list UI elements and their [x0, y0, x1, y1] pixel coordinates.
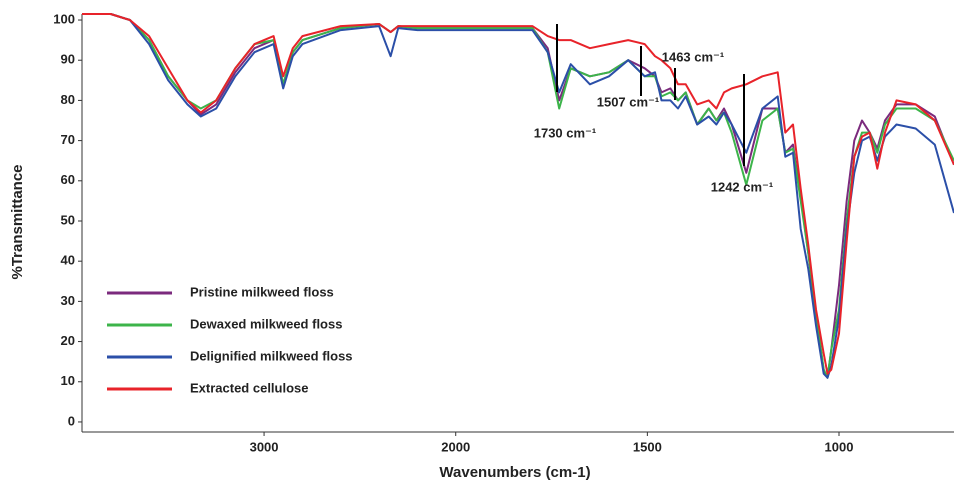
annotation-label: 1463 cm⁻¹	[662, 49, 725, 64]
annotation-label: 1242 cm⁻¹	[711, 179, 774, 194]
y-tick-label: 10	[61, 373, 75, 388]
y-tick-label: 40	[61, 253, 75, 268]
y-axis-label: %Transmittance	[9, 164, 26, 279]
y-tick-label: 100	[53, 11, 75, 26]
x-tick-label: 3000	[250, 439, 279, 454]
y-tick-label: 0	[68, 413, 75, 428]
x-tick-label: 1000	[825, 439, 854, 454]
y-tick-label: 60	[61, 172, 75, 187]
y-tick-label: 30	[61, 293, 75, 308]
y-tick-label: 50	[61, 212, 75, 227]
annotation-label: 1507 cm⁻¹	[597, 94, 660, 109]
spectrum-line	[82, 13, 954, 379]
legend-label: Delignified milkweed floss	[190, 348, 353, 363]
legend-label: Pristine milkweed floss	[190, 284, 334, 299]
legend-label: Dewaxed milkweed floss	[190, 316, 342, 331]
x-axis-label: Wavenumbers (cm-1)	[439, 464, 590, 481]
y-tick-label: 70	[61, 132, 75, 147]
legend-label: Extracted cellulose	[190, 380, 309, 395]
y-tick-label: 80	[61, 92, 75, 107]
y-tick-label: 20	[61, 333, 75, 348]
annotation-label: 1730 cm⁻¹	[534, 125, 597, 140]
spectrum-line	[82, 13, 954, 375]
x-tick-label: 1500	[633, 439, 662, 454]
x-tick-label: 2000	[441, 439, 470, 454]
y-tick-label: 90	[61, 52, 75, 67]
